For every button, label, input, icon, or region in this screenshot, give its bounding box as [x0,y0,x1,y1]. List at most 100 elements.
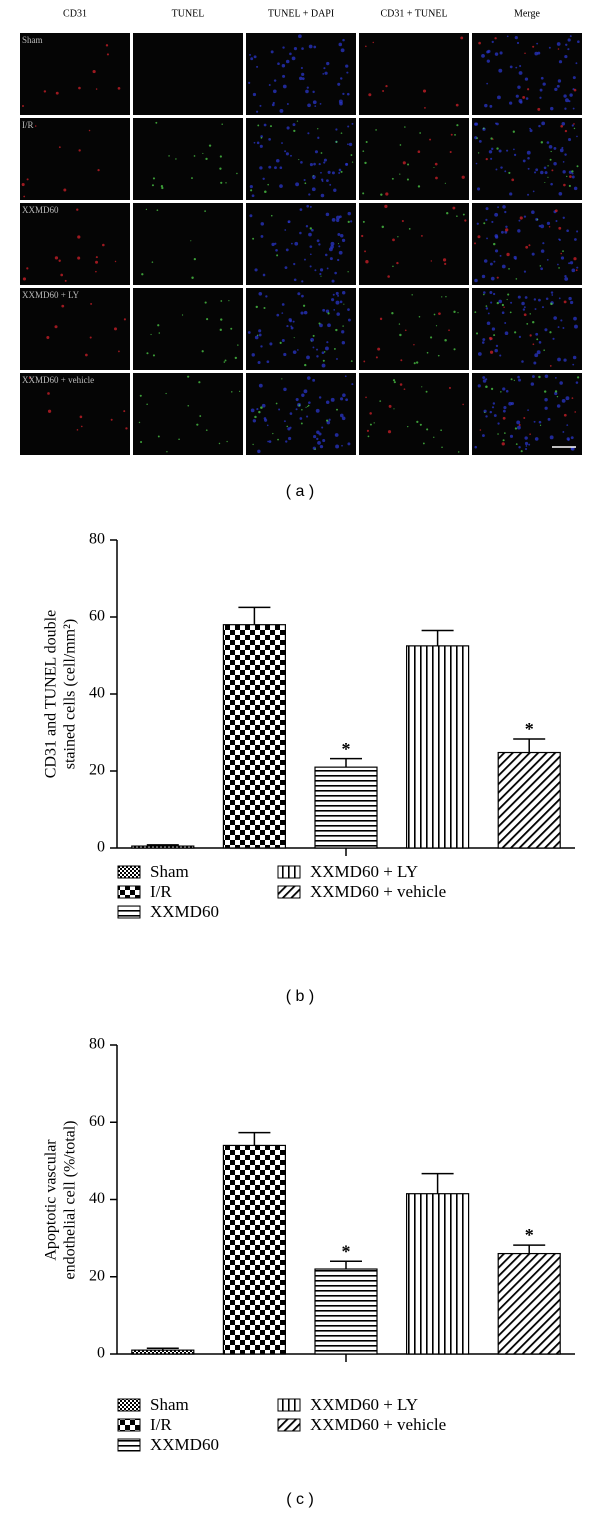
stain-dot [234,356,237,360]
stain-dot [325,309,330,314]
stain-dot [457,312,459,314]
stain-dot [392,379,396,382]
stain-dot [498,299,503,304]
stain-dot [539,424,542,426]
stain-dot [546,221,551,225]
stain-dot [483,291,486,294]
column-header: Merge [514,8,540,19]
stain-dot [299,417,303,420]
stain-dot [515,443,518,446]
stain-dot [530,382,535,386]
stain-dot [490,301,493,304]
stain-dot [317,441,321,445]
row-label: XXMD60 + LY [22,290,80,300]
stain-dot [301,393,305,397]
stain-dot [393,381,396,384]
stain-dot [268,84,271,87]
stain-dot [485,157,488,161]
stain-dot [525,97,529,100]
stain-dot [256,334,259,337]
stain-dot [399,144,402,146]
y-tick-label: 40 [89,685,105,702]
stain-dot [563,94,567,98]
stain-dot [561,146,564,149]
y-tick-label: 40 [89,1190,105,1207]
stain-dot [521,301,525,306]
stain-dot [279,166,283,170]
stain-dot [566,229,569,232]
stain-dot [502,387,506,391]
stain-dot [501,311,505,315]
stain-dot [256,65,259,68]
stain-dot [320,152,323,154]
stain-dot [204,301,207,304]
row-label: XXMD60 + vehicle [22,375,94,385]
stain-dot [498,149,502,153]
stain-dot [325,212,330,217]
stain-dot [546,141,550,144]
stain-dot [337,243,340,245]
stain-dot [502,409,506,413]
stain-dot [331,217,336,222]
stain-dot [316,355,319,358]
stain-dot [437,354,440,357]
stain-dot [388,404,392,408]
stain-dot [391,312,394,315]
stain-dot [499,51,503,55]
stain-dot [558,238,560,241]
stain-dot [441,446,443,449]
stain-dot [565,98,569,103]
stain-dot [283,420,286,423]
stain-dot [326,419,329,422]
stain-dot [339,413,344,418]
stain-dot [508,268,510,270]
stain-dot [336,215,340,220]
stain-dot [476,137,478,140]
stain-dot [485,305,488,307]
stain-dot [442,258,447,262]
stain-dot [474,242,476,245]
stain-dot [552,337,555,340]
stain-dot [324,253,328,257]
significance-mark: * [525,719,534,739]
stain-dot [524,436,528,440]
stain-dot [450,133,453,136]
stain-dot [556,84,560,88]
stain-dot [305,89,309,94]
stain-dot [502,416,506,420]
stain-dot [258,291,263,296]
stain-dot [290,154,292,157]
stain-dot [511,178,515,182]
stain-dot [372,41,374,44]
stain-dot [517,375,520,379]
stain-dot [455,103,459,107]
stain-dot [518,446,521,449]
stain-dot [364,250,366,253]
y-tick-label: 0 [97,1345,105,1362]
stain-dot [527,156,530,160]
stain-dot [556,42,561,46]
stain-dot [165,392,167,395]
stain-dot [413,344,415,346]
stain-dot [534,51,539,56]
stain-dot [533,361,537,365]
stain-dot [574,324,578,329]
stain-dot [519,100,523,104]
stain-dot [505,228,509,232]
stain-dot [345,64,349,68]
stain-dot [312,90,315,94]
stain-dot [334,271,337,275]
stain-dot [321,351,325,355]
stain-dot [307,405,309,408]
stain-dot [407,163,410,166]
stain-dot [518,378,521,382]
stain-dot [335,300,340,305]
stain-dot [373,422,375,424]
stain-dot [496,276,499,279]
stain-dot [301,47,304,50]
stain-dot [306,355,310,360]
stain-dot [340,77,343,80]
stain-dot [512,130,515,133]
stain-dot [399,383,403,386]
stain-dot [231,391,233,393]
